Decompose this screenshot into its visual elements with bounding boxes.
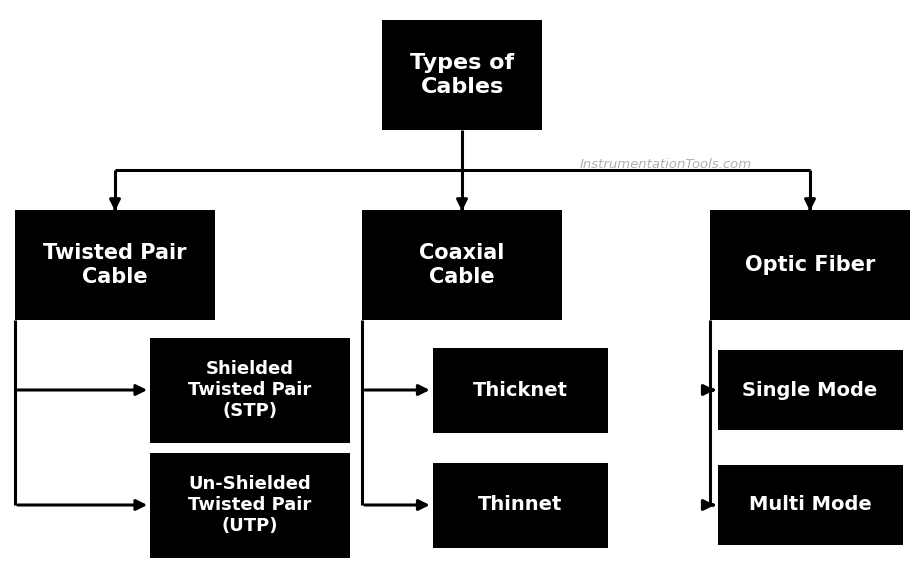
Text: Un-Shielded
Twisted Pair
(UTP): Un-Shielded Twisted Pair (UTP) [188,475,311,535]
Text: Shielded
Twisted Pair
(STP): Shielded Twisted Pair (STP) [188,360,311,420]
Bar [432,462,607,547]
Bar [15,210,215,320]
Bar [718,465,903,545]
Text: Single Mode: Single Mode [742,381,878,400]
Text: Types of
Cables: Types of Cables [410,53,514,97]
Text: Coaxial
Cable: Coaxial Cable [419,243,505,286]
Text: Multi Mode: Multi Mode [748,496,871,515]
Text: Optic Fiber: Optic Fiber [745,255,875,275]
Bar [150,338,350,443]
Bar [382,20,542,130]
Text: Thinnet: Thinnet [478,496,562,515]
Bar [150,453,350,558]
Bar [718,350,903,430]
Bar [710,210,910,320]
Text: Twisted Pair
Cable: Twisted Pair Cable [43,243,187,286]
Text: InstrumentationTools.com: InstrumentationTools.com [580,159,752,171]
Bar [362,210,562,320]
Text: Thicknet: Thicknet [472,381,567,400]
Bar [432,347,607,432]
